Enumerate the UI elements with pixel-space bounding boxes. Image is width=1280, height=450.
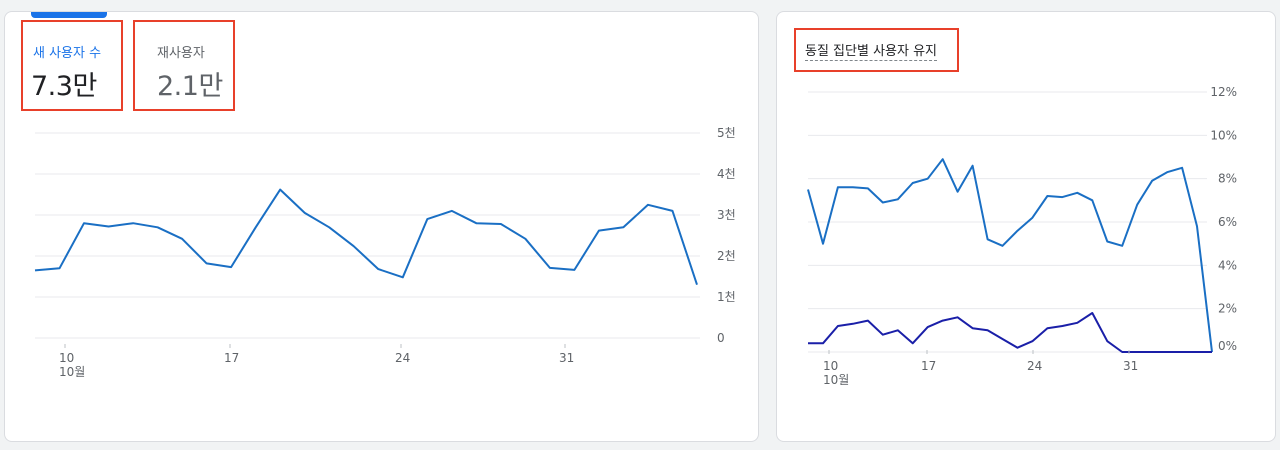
cohort-y-tick-label: 6% — [1218, 215, 1237, 229]
users-y-tick-label: 0 — [717, 331, 725, 345]
returning-users-value: 2.1만 — [157, 71, 223, 102]
cohort-retention-title[interactable]: 동질 집단별 사용자 유지 — [805, 40, 937, 61]
cohort-y-tick-label: 0% — [1218, 339, 1237, 353]
cohort-retention-card: 동질 집단별 사용자 유지 0% 2% 4% 6% 8% 10% 12% 10 17 24 31 10… — [776, 11, 1276, 442]
users-series-line-1 — [34, 188, 698, 286]
cohort-x-tick-label: 24 — [1027, 359, 1042, 373]
cohort-y-tick-label: 12% — [1210, 85, 1237, 99]
users-x-tick-label: 10 — [59, 351, 74, 365]
cohort-x-tick-label: 10 — [823, 359, 838, 373]
users-x-tick-label: 17 — [224, 351, 239, 365]
cohort-title-highlight: 동질 집단별 사용자 유지 — [794, 28, 959, 72]
users-y-tick-label: 5천 — [717, 125, 736, 140]
cohort-series-line-2 — [808, 312, 1212, 353]
users-y-tick-label: 4천 — [717, 166, 736, 181]
returning-users-label: 재사용자 — [157, 46, 205, 61]
users-y-tick-label: 1천 — [717, 289, 736, 304]
cohort-y-tick-label: 4% — [1218, 258, 1237, 272]
cohort-x-month-label: 10월 — [823, 373, 849, 387]
returning-users-metric-tab[interactable]: 재사용자 2.1만 — [133, 20, 235, 111]
users-y-tick-label: 2천 — [717, 248, 736, 263]
cohort-y-tick-label: 2% — [1218, 302, 1237, 316]
new-users-metric-tab[interactable]: 새 사용자 수 7.3만 — [21, 20, 123, 111]
cohort-x-tick-label: 31 — [1123, 359, 1138, 373]
cohort-y-tick-label: 8% — [1218, 172, 1237, 186]
cohort-x-tick-label: 17 — [921, 359, 936, 373]
new-users-label: 새 사용자 수 — [33, 46, 102, 61]
users-x-tick-label: 24 — [395, 351, 410, 365]
selected-tab-indicator — [31, 12, 107, 18]
cohort-y-tick-label: 10% — [1210, 128, 1237, 142]
cohort-series-line-1 — [807, 158, 1213, 353]
users-x-month-label: 10월 — [59, 365, 85, 379]
users-x-tick-label: 31 — [559, 351, 574, 365]
cohort-retention-line-chart: 0% 2% 4% 6% 8% 10% 12% 10 17 24 31 10월 — [807, 85, 1237, 387]
users-line-chart: 0 1천 2천 3천 4천 5천 10 17 24 31 10월 — [34, 125, 736, 379]
users-y-tick-label: 3천 — [717, 207, 736, 222]
users-card: 새 사용자 수 7.3만 재사용자 2.1만 0 1천 2천 3천 4천 5천 10 17 24… — [4, 11, 759, 442]
new-users-value: 7.3만 — [31, 71, 97, 102]
